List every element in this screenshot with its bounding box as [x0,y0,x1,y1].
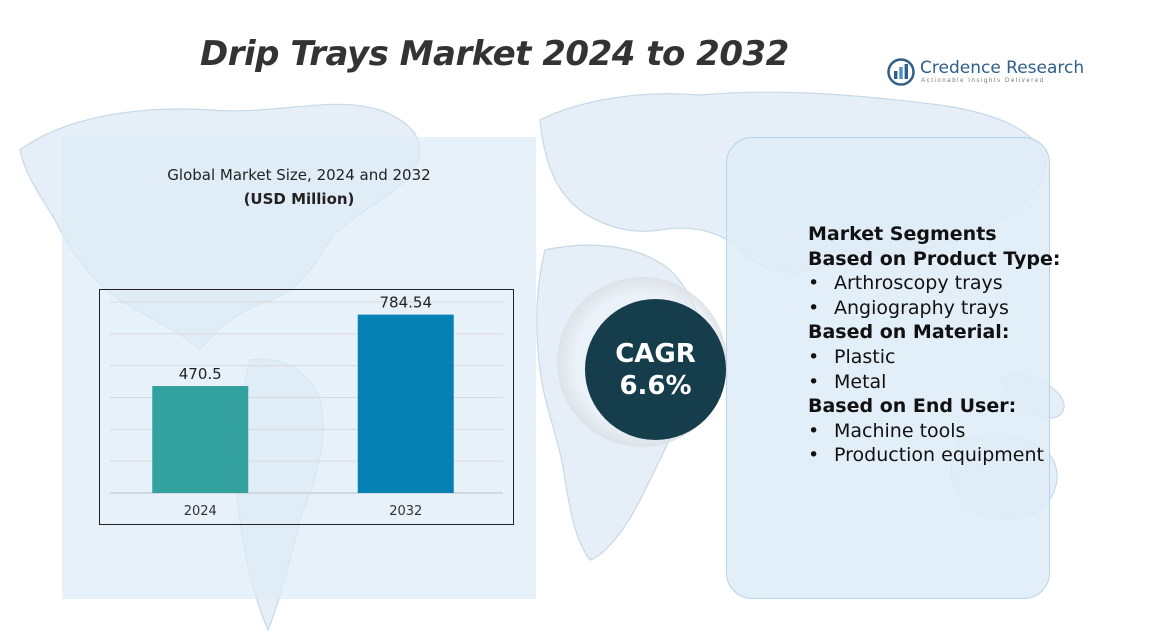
segments-heading: Market Segments [808,223,997,245]
segment-item: • Metal [808,370,1068,395]
bullet-icon: • [808,345,820,368]
data-label-2024: 470.5 [179,365,222,383]
segment-item-label: Angiography trays [834,296,1009,319]
bullet-icon: • [808,296,820,319]
market-size-panel [62,137,536,599]
segment-item-label: Machine tools [834,419,966,442]
market-segments-list: Market Segments Based on Product Type: •… [808,222,1068,468]
segment-item: • Angiography trays [808,296,1068,321]
segment-group-heading: Based on Material: [808,321,1010,344]
chart-unit: (USD Million) [243,190,355,208]
segment-item: • Machine tools [808,419,1068,444]
bar-chart-frame: 470.5 2024 784.54 2032 [99,289,514,525]
bullet-icon: • [808,419,820,442]
x-tick-label-2024: 2024 [184,504,217,519]
segment-item: • Production equipment [808,443,1068,468]
segment-item-label: Metal [834,370,887,393]
segment-item: • Arthroscopy trays [808,271,1068,296]
bullet-icon: • [808,444,820,467]
segment-item: • Plastic [808,345,1068,370]
cagr-label: CAGR [615,338,696,369]
segment-item-label: Production equipment [834,444,1044,467]
segment-group-heading: Based on Product Type: [808,247,1061,270]
logo-name: Credence Research [920,58,1085,78]
bar-chart: 470.5 2024 784.54 2032 [110,294,503,519]
cagr-badge: CAGR 6.6% [585,299,726,440]
data-label-2032: 784.54 [380,294,433,312]
segments-panel [726,137,1050,599]
logo-tagline: Actionable Insights Delivered [921,78,1045,84]
segment-item-label: Plastic [834,345,896,368]
bar-2024 [152,386,249,493]
x-tick-label-2032: 2032 [389,504,422,519]
segment-group-heading: Based on End User: [808,395,1017,418]
page-title: Drip Trays Market 2024 to 2032 [200,34,789,74]
credence-research-logo: Credence Research Actionable Insights De… [886,56,1086,90]
bullet-icon: • [808,272,820,295]
segment-item-label: Arthroscopy trays [834,272,1003,295]
bar-chart-circle-icon [887,58,915,86]
chart-title: Global Market Size, 2024 and 2032 [167,166,431,184]
bar-2032 [357,314,454,493]
cagr-value: 6.6% [619,370,692,401]
bullet-icon: • [808,370,820,393]
